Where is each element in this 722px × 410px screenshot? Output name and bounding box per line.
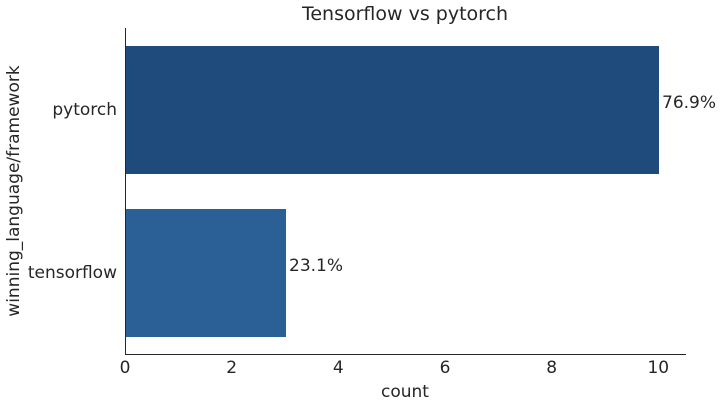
x-tick-label: 6 xyxy=(439,358,451,378)
x-tick-label: 2 xyxy=(226,358,238,378)
x-tick-labels: 0 2 4 6 8 10 xyxy=(120,357,685,379)
x-tick-label: 8 xyxy=(546,358,558,378)
y-tick-label-tensorflow: tensorflow xyxy=(27,263,117,283)
x-tick-label: 10 xyxy=(647,358,670,378)
y-tick-label-pytorch: pytorch xyxy=(52,100,117,120)
x-tick-label: 4 xyxy=(332,358,344,378)
bar-value-label-tensorflow: 23.1% xyxy=(289,256,344,276)
bar-pytorch xyxy=(126,46,659,174)
chart-title: Tensorflow vs pytorch xyxy=(301,3,509,25)
plot-area: 76.9% 23.1% xyxy=(125,28,716,355)
x-axis-label: count xyxy=(381,382,429,402)
y-tick-labels: pytorch tensorflow xyxy=(0,28,117,354)
bar-value-label-pytorch: 76.9% xyxy=(662,93,717,113)
x-tick-label: 0 xyxy=(119,358,131,378)
bar-tensorflow xyxy=(126,209,286,337)
